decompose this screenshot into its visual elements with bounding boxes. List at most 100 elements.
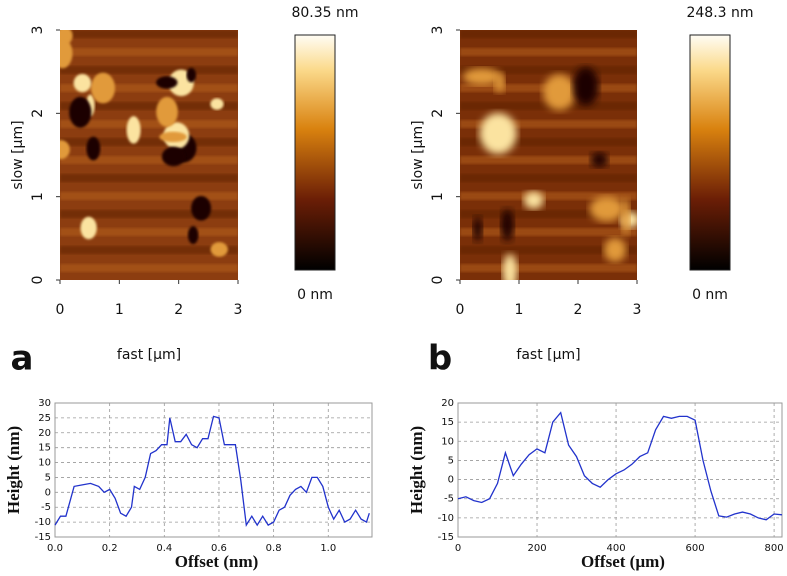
x-tick-label: 0.2 xyxy=(102,543,118,554)
afm-stripe xyxy=(60,210,238,218)
y-tick-label: 3 xyxy=(430,26,446,35)
colorbar xyxy=(294,34,336,271)
x-tick-label: 200 xyxy=(527,543,546,554)
colorbar-min-label: 0 nm xyxy=(692,287,728,303)
afm-stripe xyxy=(60,48,238,56)
x-tick-label: 1.0 xyxy=(320,543,336,554)
afm-feature xyxy=(187,226,199,245)
colorbar-min-label: 0 nm xyxy=(297,287,333,303)
y-tick-label: 0 xyxy=(448,475,454,486)
y-tick-label: -10 xyxy=(35,517,51,528)
afm-feature xyxy=(69,96,92,128)
x-axis-label: fast [µm] xyxy=(516,347,580,363)
y-tick-label: 25 xyxy=(38,413,51,424)
afm-feature xyxy=(500,209,514,242)
y-tick-label: 5 xyxy=(448,455,454,466)
y-axis-label: Height (nm) xyxy=(4,426,23,514)
afm-feature xyxy=(472,216,483,242)
y-tick-label: 20 xyxy=(441,398,454,409)
afm-feature xyxy=(60,140,70,160)
x-tick-label: 3 xyxy=(633,302,642,318)
afm-feature xyxy=(191,196,212,221)
x-tick-label: 0.4 xyxy=(156,543,172,554)
afm-feature xyxy=(523,191,544,209)
afm-feature xyxy=(210,242,228,257)
afm-stripe xyxy=(60,84,238,92)
y-tick-label: 0 xyxy=(45,487,51,498)
x-axis-label: Offset (nm) xyxy=(175,552,259,571)
afm-feature xyxy=(126,116,141,144)
afm-stripe xyxy=(460,246,637,254)
afm-image xyxy=(60,30,238,280)
x-tick-label: 0 xyxy=(455,543,461,554)
afm-stripe xyxy=(60,192,238,200)
x-tick-label: 2 xyxy=(174,302,183,318)
afm-stripe xyxy=(60,246,238,254)
y-tick-label: 0 xyxy=(30,276,46,285)
afm-feature xyxy=(159,131,187,142)
afm-feature xyxy=(543,74,576,111)
afm-stripe xyxy=(460,174,637,182)
x-tick-label: 0.6 xyxy=(211,543,227,554)
afm-feature xyxy=(589,196,625,222)
y-axis-label: slow [µm] xyxy=(410,120,426,189)
afm-stripe xyxy=(460,66,637,74)
x-tick-label: 3 xyxy=(234,302,243,318)
afm-stripe xyxy=(60,138,238,146)
x-tick-label: 800 xyxy=(765,543,784,554)
afm-stripe xyxy=(60,174,238,182)
data-line xyxy=(54,415,370,528)
afm-feature xyxy=(90,72,116,104)
y-tick-label: 1 xyxy=(430,192,446,201)
y-tick-label: 1 xyxy=(30,192,46,201)
y-tick-label: 2 xyxy=(430,109,446,118)
afm-image xyxy=(460,30,637,280)
afm-stripe xyxy=(460,102,637,110)
afm-feature xyxy=(161,146,186,167)
y-tick-label: 2 xyxy=(30,109,46,118)
afm-stripe xyxy=(60,66,238,74)
afm-feature xyxy=(494,72,505,93)
x-tick-label: 0.8 xyxy=(266,543,282,554)
y-tick-label: 3 xyxy=(30,26,46,35)
afm-feature xyxy=(603,237,627,262)
y-tick-label: -15 xyxy=(35,532,51,543)
x-tick-label: 0 xyxy=(456,302,465,318)
afm-stripe xyxy=(460,48,637,56)
y-tick-label: -10 xyxy=(438,513,454,524)
y-axis-label: slow [µm] xyxy=(10,120,26,189)
afm-feature xyxy=(156,76,178,89)
colorbar-max-label: 80.35 nm xyxy=(291,5,358,21)
x-axis-label: Offset (µm) xyxy=(581,552,665,571)
panel-label: a xyxy=(11,339,34,379)
y-tick-label: 15 xyxy=(38,443,51,454)
afm-feature xyxy=(210,98,224,110)
afm-stripe xyxy=(460,30,637,38)
x-tick-label: 1 xyxy=(515,302,524,318)
panel-label: b xyxy=(428,339,452,379)
colorbar-max-label: 248.3 nm xyxy=(686,5,753,21)
x-tick-label: 0.0 xyxy=(47,543,63,554)
afm-feature xyxy=(60,38,73,69)
afm-stripe xyxy=(60,264,238,272)
y-tick-label: -15 xyxy=(438,532,454,543)
afm-feature xyxy=(502,253,518,280)
y-tick-label: 20 xyxy=(38,428,51,439)
x-tick-label: 1 xyxy=(115,302,124,318)
afm-feature xyxy=(73,73,92,93)
plot-frame xyxy=(457,402,783,538)
afm-feature xyxy=(462,68,501,86)
y-tick-label: 10 xyxy=(38,458,51,469)
plot-frame xyxy=(54,402,373,538)
afm-feature xyxy=(572,67,599,106)
x-tick-label: 0 xyxy=(56,302,65,318)
afm-stripe xyxy=(460,228,637,236)
afm-stripe xyxy=(60,102,238,110)
x-tick-label: 400 xyxy=(607,543,626,554)
y-axis-label: Height (nm) xyxy=(407,426,426,514)
afm-stripe xyxy=(460,192,637,200)
afm-feature xyxy=(80,216,97,240)
afm-stripe xyxy=(460,264,637,272)
afm-stripe xyxy=(60,228,238,236)
